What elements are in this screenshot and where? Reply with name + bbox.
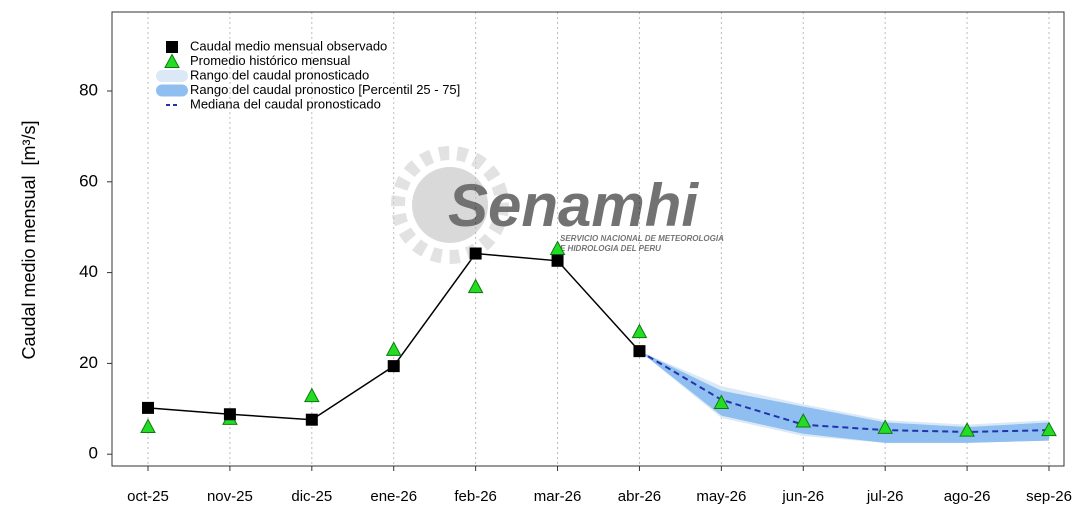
data-point	[385, 341, 402, 356]
y-tick-label: 80	[79, 80, 98, 99]
plot-frame	[111, 11, 1065, 467]
y-axis-label: Caudal medio mensual [m³/s]	[19, 120, 39, 359]
legend-label: Rango del caudal pronostico [Percentil 2…	[190, 82, 460, 97]
x-tick-label: sep-26	[1026, 488, 1072, 505]
forecast-band	[639, 351, 1049, 443]
legend-label: Mediana del caudal pronosticado	[190, 96, 381, 111]
data-point	[877, 419, 894, 434]
data-point	[1041, 421, 1057, 437]
legend-swatch	[156, 84, 188, 97]
data-point	[469, 247, 482, 260]
data-point	[467, 278, 484, 294]
series-line	[638, 350, 1050, 433]
data-point	[303, 387, 320, 403]
x-tick-label: dic-25	[291, 488, 332, 505]
y-unit: [m³/s]	[19, 120, 39, 165]
y-tick-label: 60	[79, 171, 98, 190]
watermark: Senamhi SERVICIO NACIONAL DE METEOROLOGI…	[391, 146, 724, 264]
x-tick-label: mar-26	[534, 488, 582, 505]
y-tick-label: 20	[79, 353, 98, 372]
legend-label: Caudal medio mensual observado	[190, 38, 387, 53]
legend-label: Rango del caudal pronosticado	[190, 67, 369, 82]
y-label-text: Caudal medio mensual	[19, 175, 39, 359]
x-tick-label: nov-25	[207, 488, 253, 505]
data-point	[631, 323, 648, 339]
data-point	[305, 413, 318, 426]
data-point	[140, 418, 156, 434]
data-point	[633, 345, 646, 358]
watermark-sun	[412, 167, 488, 243]
x-tick-label: ago-26	[944, 488, 991, 505]
data-point	[551, 254, 564, 267]
legend-label: Promedio histórico mensual	[190, 53, 351, 68]
y-tick-label: 40	[79, 262, 98, 281]
legend-marker	[166, 41, 178, 53]
x-tick-label: may-26	[696, 488, 746, 505]
x-tick-label: jul-26	[866, 488, 904, 505]
x-tick-label: oct-25	[127, 488, 169, 505]
x-tick-label: jun-26	[781, 488, 824, 505]
data-point	[713, 394, 730, 409]
x-tick-label: feb-26	[454, 488, 497, 505]
legend-swatch	[156, 70, 188, 82]
data-point	[549, 240, 566, 256]
legend-marker	[164, 53, 180, 68]
data-point	[795, 412, 812, 428]
data-point	[142, 401, 154, 414]
x-tick-label: ene-26	[370, 488, 417, 505]
data-point	[223, 408, 236, 421]
watermark-rays	[391, 146, 509, 264]
x-tick-label: abr-26	[618, 488, 661, 505]
data-point	[959, 422, 975, 437]
y-tick-label: 0	[89, 444, 98, 463]
watermark-logo: Senamhi	[448, 172, 699, 239]
watermark-line: SERVICIO NACIONAL DE METEOROLOGIA	[560, 234, 724, 243]
watermark-line: E HIDROLOGIA DEL PERU	[560, 244, 661, 253]
data-point	[387, 360, 400, 373]
